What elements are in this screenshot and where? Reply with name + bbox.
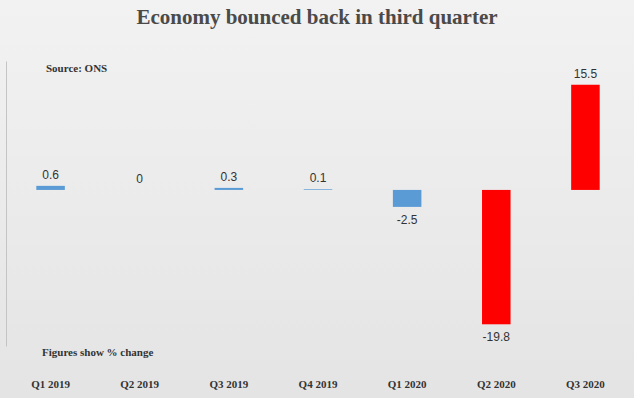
x-tick-label: Q2 2019 bbox=[120, 378, 159, 390]
x-tick: Q2 2020 bbox=[477, 378, 516, 390]
data-label: 0.6 bbox=[42, 168, 59, 182]
bar bbox=[215, 188, 244, 190]
x-tick-label: Q1 2019 bbox=[31, 378, 70, 390]
x-tick: Q1 2019 bbox=[31, 378, 70, 390]
x-tick: Q3 2020 bbox=[566, 378, 605, 390]
background bbox=[0, 0, 634, 398]
data-label: -2.5 bbox=[397, 213, 418, 227]
bar bbox=[36, 186, 65, 190]
bar bbox=[571, 85, 600, 190]
x-tick: Q1 2020 bbox=[388, 378, 427, 390]
x-tick-label: Q3 2020 bbox=[566, 378, 605, 390]
x-tick-label: Q4 2019 bbox=[299, 378, 338, 390]
data-label: 15.5 bbox=[574, 67, 598, 81]
x-tick-label: Q2 2020 bbox=[477, 378, 516, 390]
data-label: -19.8 bbox=[483, 330, 511, 344]
x-tick: Q4 2019 bbox=[299, 378, 338, 390]
annotation: Figures show % change bbox=[42, 346, 153, 358]
bars bbox=[36, 85, 599, 325]
x-tick-label: Q1 2020 bbox=[388, 378, 427, 390]
data-label: 0.1 bbox=[310, 171, 327, 185]
data-label: 0.3 bbox=[221, 170, 238, 184]
annotation: Source: ONS bbox=[46, 62, 107, 74]
x-tick: Q3 2019 bbox=[209, 378, 248, 390]
bar bbox=[482, 190, 511, 324]
x-tick-label: Q3 2019 bbox=[209, 378, 248, 390]
bar bbox=[393, 190, 422, 207]
y-axis-line bbox=[6, 62, 7, 347]
bar bbox=[304, 189, 333, 191]
bar bbox=[125, 189, 154, 190]
data-labels: 0.6 0 0.3 0.1 -2.5 -19.8 15.5 bbox=[42, 67, 597, 345]
y-axis bbox=[6, 62, 7, 347]
title: Economy bounced back in third quarter bbox=[136, 5, 497, 29]
chart-svg: Economy bounced back in third quarter Sou… bbox=[0, 0, 634, 398]
data-label: 0 bbox=[136, 172, 143, 186]
x-axis: Q1 2019 Q2 2019 Q3 2019 Q4 2019 Q1 2020 Q2 20… bbox=[31, 378, 605, 390]
x-tick: Q2 2019 bbox=[120, 378, 159, 390]
chart-container: Economy bounced back in third quarter Sou… bbox=[0, 0, 634, 398]
